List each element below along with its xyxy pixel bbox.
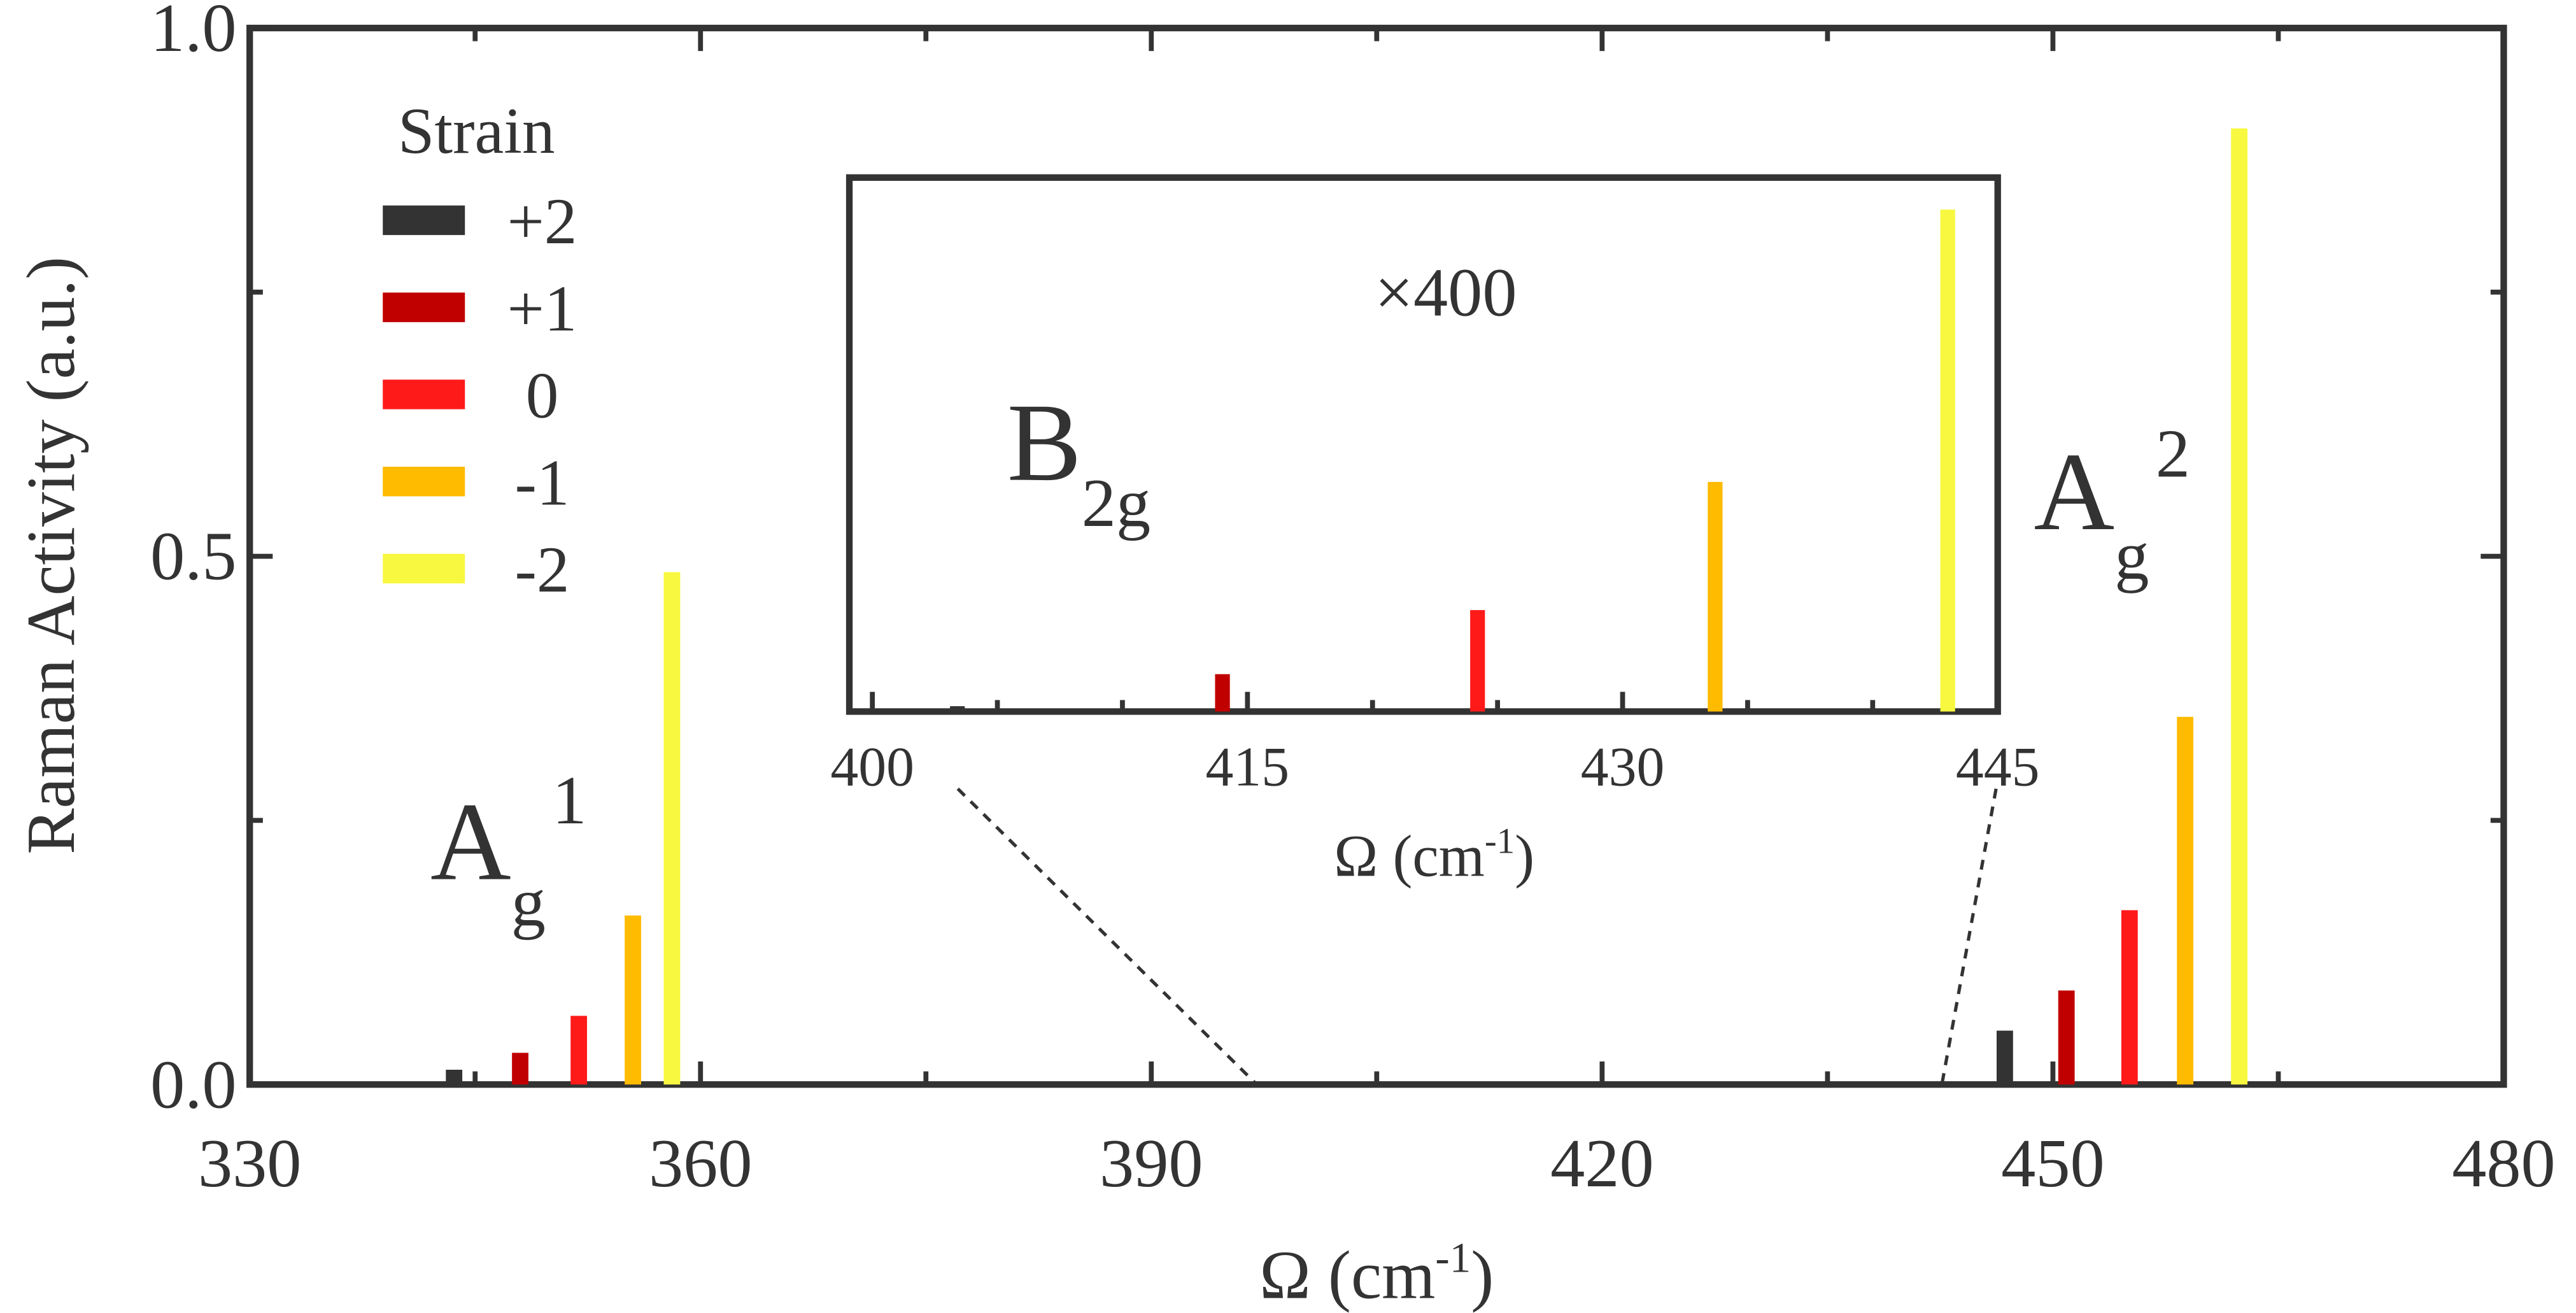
annotation-sub: g	[511, 864, 546, 940]
annotation: Ag2	[2034, 415, 2190, 593]
bar	[1940, 209, 1955, 712]
x-tick-label: 450	[2001, 1125, 2105, 1202]
annotation-sub: g	[2114, 517, 2149, 593]
legend-swatch	[383, 466, 465, 497]
legend-swatch	[383, 380, 465, 409]
legend-label: 0	[526, 360, 559, 432]
annotation-text: A	[2034, 430, 2114, 553]
bar	[1215, 674, 1230, 712]
x-tick-label: 420	[1550, 1125, 1654, 1202]
x-tick-label: 400	[830, 736, 914, 798]
annotation-text: A	[430, 780, 511, 904]
bar	[512, 1053, 528, 1085]
y-tick-label: 0.5	[150, 518, 236, 595]
annotation-sup: 2	[2156, 415, 2190, 492]
x-tick-label: 480	[2452, 1125, 2556, 1202]
bar	[625, 915, 641, 1085]
x-tick-label: 390	[1100, 1125, 1203, 1202]
inset-annotation: B2g	[1007, 381, 1150, 541]
bar	[1708, 481, 1723, 712]
y-tick-label: 1.0	[150, 0, 236, 66]
legend-label: +2	[507, 185, 577, 258]
x-tick-label: 415	[1206, 736, 1290, 798]
inset-annotation: ×400	[1375, 255, 1517, 331]
bar	[2231, 128, 2247, 1085]
zoom-line	[1940, 788, 1998, 1085]
x-tick-label: 330	[198, 1125, 302, 1202]
bar	[1996, 1030, 2013, 1085]
bar	[2121, 910, 2138, 1085]
annotation: Ag1	[430, 762, 586, 940]
inset-frame	[846, 174, 2001, 715]
bar	[663, 572, 681, 1085]
annotation-sub: 2g	[1082, 465, 1150, 541]
y-tick-label: 0.0	[150, 1046, 236, 1123]
bar	[1470, 610, 1485, 712]
legend-label: +1	[507, 273, 577, 345]
bar	[2058, 990, 2075, 1085]
bar	[2177, 716, 2194, 1085]
x-axis-label-text: Ω (cm	[1334, 823, 1485, 889]
x-tick-label: 360	[649, 1125, 753, 1202]
legend-swatch	[383, 205, 465, 236]
x-axis-label-tail: )	[1471, 1237, 1494, 1313]
x-tick-label: 445	[1956, 736, 2040, 798]
inset-x-axis-label: Ω (cm-1)	[1334, 821, 1534, 889]
bar	[446, 1069, 463, 1085]
x-axis-label-tail: )	[1515, 823, 1534, 889]
bar	[950, 706, 965, 712]
zoom-line	[956, 787, 1258, 1086]
x-axis-label: Ω (cm-1)	[1259, 1233, 1494, 1313]
legend-label: -2	[515, 534, 570, 606]
annotation-sup: 1	[552, 762, 586, 839]
x-tick-label: 430	[1581, 736, 1665, 798]
legend-label: -1	[515, 446, 570, 519]
legend-swatch	[383, 292, 465, 322]
x-axis-label-text: Ω (cm	[1259, 1237, 1435, 1313]
y-axis-label: Raman Activity (a.u.)	[13, 257, 89, 855]
bar	[570, 1016, 587, 1085]
x-axis-label-sup: -1	[1435, 1233, 1471, 1281]
annotation-text: B	[1007, 381, 1082, 504]
x-axis-label-sup: -1	[1485, 821, 1515, 861]
legend-title: Strain	[398, 95, 555, 167]
legend-swatch	[383, 553, 465, 584]
